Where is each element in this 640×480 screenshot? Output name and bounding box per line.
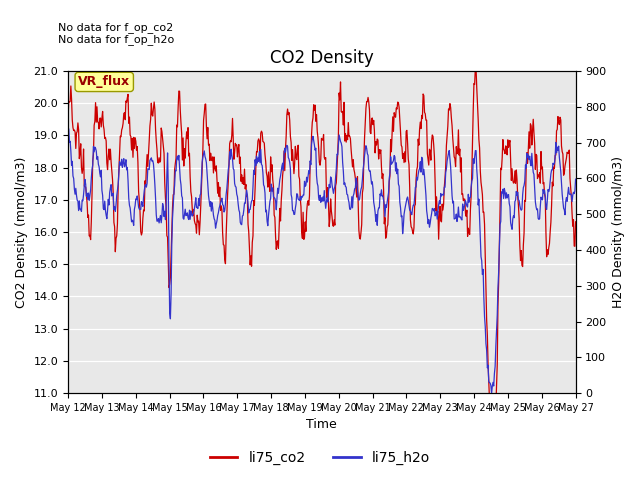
li75_h2o [178, 193, 186, 199]
li75_co2 [398, 144, 406, 150]
Text: No data for f_op_h2o: No data for f_op_h2o [58, 34, 174, 45]
li75_co2 [489, 444, 497, 450]
li75_co2 [74, 129, 81, 134]
li75_h2o [126, 205, 134, 211]
li75_co2 [125, 114, 133, 120]
li75_co2 [472, 64, 479, 70]
Y-axis label: H2O Density (mmol/m3): H2O Density (mmol/m3) [612, 156, 625, 308]
li75_co2 [204, 125, 212, 131]
Line: li75_co2: li75_co2 [68, 67, 575, 447]
li75_co2 [383, 224, 391, 230]
li75_h2o [572, 176, 579, 182]
X-axis label: Time: Time [307, 419, 337, 432]
Text: VR_flux: VR_flux [78, 75, 131, 88]
Line: li75_h2o: li75_h2o [68, 129, 575, 394]
li75_co2 [64, 118, 72, 123]
li75_co2 [572, 219, 579, 225]
li75_h2o [65, 126, 72, 132]
li75_h2o [384, 194, 392, 200]
li75_h2o [205, 192, 212, 198]
Y-axis label: CO2 Density (mmol/m3): CO2 Density (mmol/m3) [15, 156, 28, 308]
Text: No data for f_op_co2: No data for f_op_co2 [58, 22, 173, 33]
li75_h2o [64, 141, 72, 146]
Title: CO2 Density: CO2 Density [270, 48, 374, 67]
Legend: li75_co2, li75_h2o: li75_co2, li75_h2o [204, 445, 436, 471]
li75_h2o [488, 391, 495, 396]
li75_co2 [177, 120, 185, 126]
li75_h2o [74, 198, 82, 204]
li75_h2o [399, 231, 406, 237]
